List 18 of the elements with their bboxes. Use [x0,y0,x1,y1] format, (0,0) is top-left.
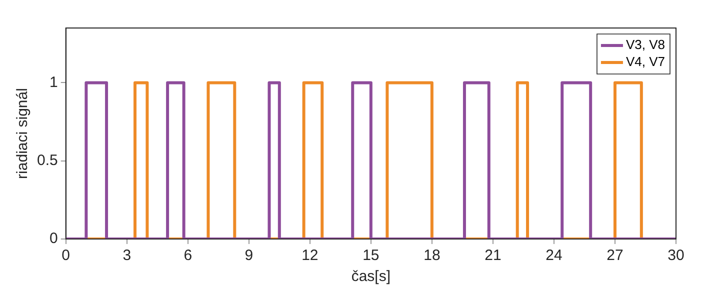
x-tick-label: 24 [546,247,562,264]
x-tick-label: 27 [606,247,624,264]
x-tick-label: 9 [244,247,254,264]
legend-label: V3, V8 [626,37,666,52]
y-tick-label: 1 [50,74,58,91]
x-tick-label: 3 [122,247,132,264]
x-axis-title: čas[s] [351,268,391,286]
y-axis-title: riadiaci signál [14,88,32,179]
y-tick-label: 0.5 [36,152,58,169]
x-tick-label: 12 [302,247,318,264]
x-tick-label: 18 [424,247,440,264]
y-tick-label: 0 [50,230,58,248]
x-tick-label: 6 [184,247,192,264]
x-tick-label: 0 [62,247,70,264]
x-tick-label: 15 [362,247,380,264]
x-tick-label: 21 [484,247,502,264]
x-tick-label: 30 [668,247,684,264]
legend-label: V4, V7 [626,54,666,70]
